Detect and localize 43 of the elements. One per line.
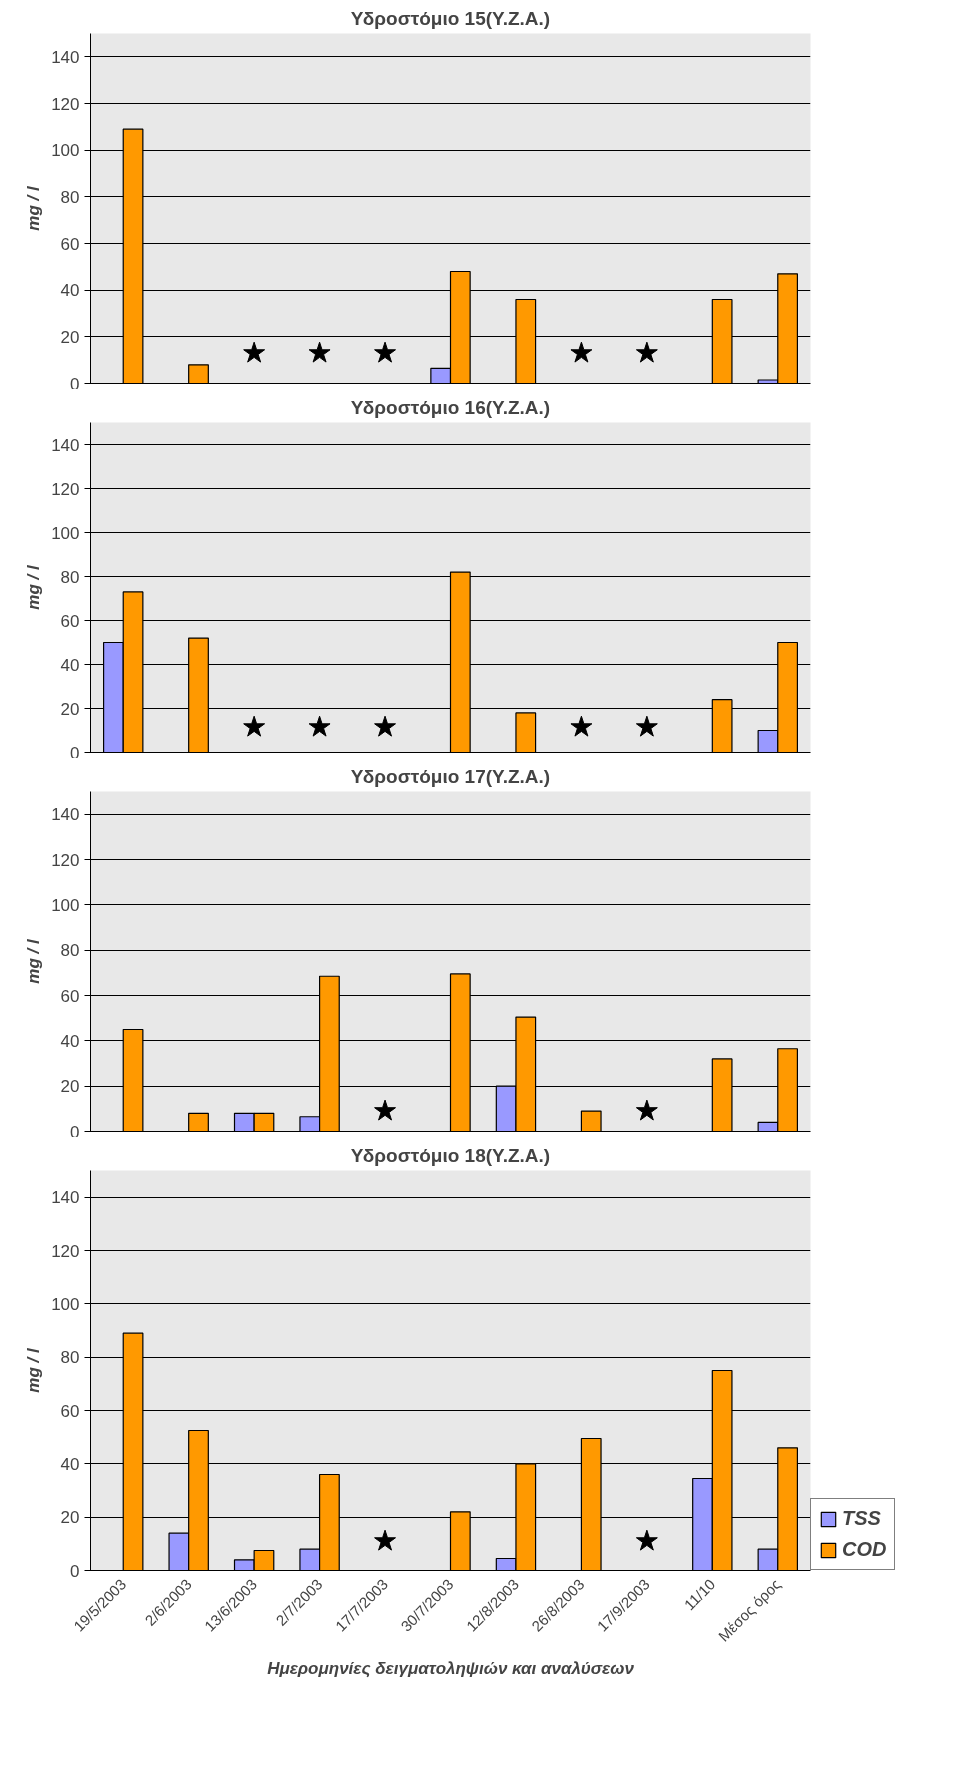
chart-title: Υδροστόμιο 15(Υ.Ζ.Α.) xyxy=(350,7,551,29)
y-axis-title: mg / l xyxy=(24,938,44,984)
x-axis-title: Ημερομηνίες δειγματοληψιών και αναλύσεων xyxy=(267,1658,635,1678)
y-tick-label: 0 xyxy=(70,743,80,763)
y-tick-label: 20 xyxy=(60,699,80,719)
chart-title: Υδροστόμιο 17(Υ.Ζ.Α.) xyxy=(350,765,551,787)
y-tick-label: 40 xyxy=(60,1454,80,1474)
y-tick-label: 20 xyxy=(60,327,80,347)
y-tick-label: 100 xyxy=(51,1294,80,1314)
y-tick-label: 140 xyxy=(51,1188,80,1208)
y-tick-label: 60 xyxy=(60,1401,80,1421)
y-tick-label: 0 xyxy=(70,1122,80,1142)
y-tick-label: 100 xyxy=(51,523,80,543)
y-tick-label: 120 xyxy=(51,479,80,499)
y-tick-label: 60 xyxy=(60,234,80,254)
y-tick-label: 120 xyxy=(51,850,80,870)
y-tick-label: 20 xyxy=(60,1508,80,1528)
y-tick-label: 60 xyxy=(60,986,80,1006)
chart-title: Υδροστόμιο 16(Υ.Ζ.Α.) xyxy=(350,396,551,418)
y-axis-title: mg / l xyxy=(24,1347,44,1393)
y-tick-label: 20 xyxy=(60,1077,80,1097)
legend-label: COD xyxy=(842,1538,887,1561)
y-tick-label: 140 xyxy=(51,435,80,455)
legend-label: TSS xyxy=(842,1507,881,1530)
chart-title: Υδροστόμιο 18(Υ.Ζ.Α.) xyxy=(350,1144,551,1166)
y-tick-label: 80 xyxy=(60,187,80,207)
y-tick-label: 0 xyxy=(70,374,80,394)
y-axis-title: mg / l xyxy=(24,185,44,231)
y-tick-label: 100 xyxy=(51,895,80,915)
y-tick-label: 80 xyxy=(60,567,80,587)
y-tick-label: 80 xyxy=(60,941,80,961)
y-tick-label: 40 xyxy=(60,1031,80,1051)
y-tick-label: 140 xyxy=(51,805,80,825)
y-tick-label: 40 xyxy=(60,655,80,675)
y-axis-title: mg / l xyxy=(24,564,44,610)
y-tick-label: 40 xyxy=(60,281,80,301)
y-tick-label: 120 xyxy=(51,94,80,114)
y-tick-label: 140 xyxy=(51,47,80,67)
y-tick-label: 80 xyxy=(60,1348,80,1368)
y-tick-label: 120 xyxy=(51,1241,80,1261)
y-tick-label: 100 xyxy=(51,141,80,161)
y-tick-label: 60 xyxy=(60,611,80,631)
y-tick-label: 0 xyxy=(70,1561,80,1581)
